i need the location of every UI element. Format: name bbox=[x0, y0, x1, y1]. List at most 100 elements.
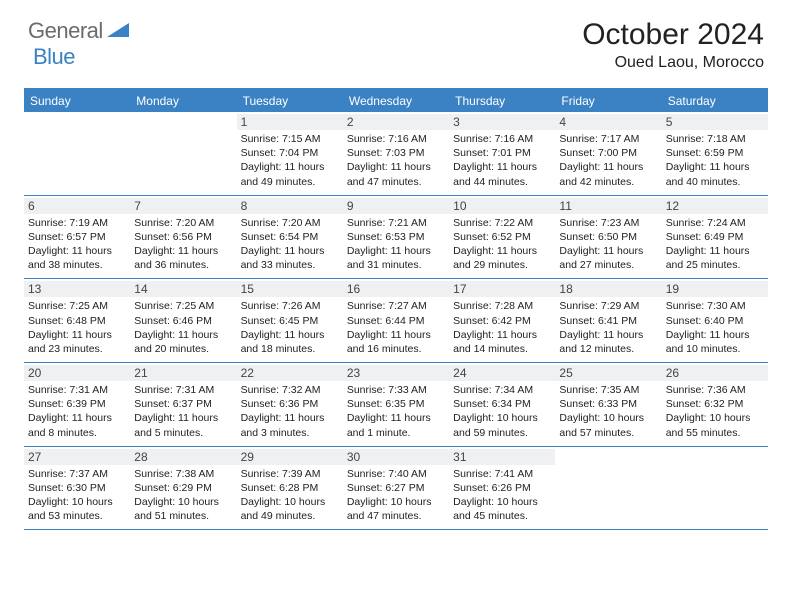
sunrise-label: Sunrise: 7:31 AM bbox=[28, 383, 126, 397]
day-cell: 2Sunrise: 7:16 AMSunset: 7:03 PMDaylight… bbox=[343, 112, 449, 195]
day-info: Sunrise: 7:25 AMSunset: 6:46 PMDaylight:… bbox=[134, 299, 232, 356]
day-number bbox=[24, 114, 130, 116]
day-number: 15 bbox=[237, 281, 343, 297]
day-info: Sunrise: 7:18 AMSunset: 6:59 PMDaylight:… bbox=[666, 132, 764, 189]
day-info: Sunrise: 7:35 AMSunset: 6:33 PMDaylight:… bbox=[559, 383, 657, 440]
day-number bbox=[555, 449, 661, 451]
day-number: 7 bbox=[130, 198, 236, 214]
sunset-label: Sunset: 6:36 PM bbox=[241, 397, 339, 411]
day-cell: 19Sunrise: 7:30 AMSunset: 6:40 PMDayligh… bbox=[662, 279, 768, 362]
day-cell: 20Sunrise: 7:31 AMSunset: 6:39 PMDayligh… bbox=[24, 363, 130, 446]
sunrise-label: Sunrise: 7:35 AM bbox=[559, 383, 657, 397]
day-number bbox=[662, 449, 768, 451]
sunrise-label: Sunrise: 7:29 AM bbox=[559, 299, 657, 313]
sunrise-label: Sunrise: 7:41 AM bbox=[453, 467, 551, 481]
daylight-label: Daylight: 11 hours and 14 minutes. bbox=[453, 328, 551, 356]
day-cell: 5 Sunrise: 7:18 AMSunset: 6:59 PMDaylight… bbox=[662, 112, 768, 195]
day-info: Sunrise: 7:27 AMSunset: 6:44 PMDaylight:… bbox=[347, 299, 445, 356]
calendar: Sunday Monday Tuesday Wednesday Thursday… bbox=[24, 88, 768, 530]
sunset-label: Sunset: 6:35 PM bbox=[347, 397, 445, 411]
day-info: Sunrise: 7:24 AMSunset: 6:49 PMDaylight:… bbox=[666, 216, 764, 273]
day-cell: 9Sunrise: 7:21 AMSunset: 6:53 PMDaylight… bbox=[343, 196, 449, 279]
sunrise-label: Sunrise: 7:17 AM bbox=[559, 132, 657, 146]
daylight-label: Daylight: 11 hours and 44 minutes. bbox=[453, 160, 551, 188]
week-row: 6Sunrise: 7:19 AMSunset: 6:57 PMDaylight… bbox=[24, 196, 768, 280]
sunrise-label: Sunrise: 7:36 AM bbox=[666, 383, 764, 397]
day-info: Sunrise: 7:37 AMSunset: 6:30 PMDaylight:… bbox=[28, 467, 126, 524]
sunset-label: Sunset: 6:44 PM bbox=[347, 314, 445, 328]
logo-text-general: General bbox=[28, 18, 103, 44]
sunrise-label: Sunrise: 7:16 AM bbox=[453, 132, 551, 146]
day-number: 9 bbox=[343, 198, 449, 214]
page-header: General October 2024 Oued Laou, Morocco bbox=[0, 0, 792, 80]
daylight-label: Daylight: 11 hours and 20 minutes. bbox=[134, 328, 232, 356]
sunrise-label: Sunrise: 7:16 AM bbox=[347, 132, 445, 146]
day-info: Sunrise: 7:39 AMSunset: 6:28 PMDaylight:… bbox=[241, 467, 339, 524]
sunset-label: Sunset: 7:01 PM bbox=[453, 146, 551, 160]
sunrise-label: Sunrise: 7:31 AM bbox=[134, 383, 232, 397]
day-number: 19 bbox=[662, 281, 768, 297]
day-cell: 14Sunrise: 7:25 AMSunset: 6:46 PMDayligh… bbox=[130, 279, 236, 362]
sunset-label: Sunset: 7:04 PM bbox=[241, 146, 339, 160]
sunset-label: Sunset: 6:56 PM bbox=[134, 230, 232, 244]
day-number: 4 bbox=[555, 114, 661, 130]
day-cell: 3Sunrise: 7:16 AMSunset: 7:01 PMDaylight… bbox=[449, 112, 555, 195]
daylight-label: Daylight: 11 hours and 47 minutes. bbox=[347, 160, 445, 188]
daylight-label: Daylight: 11 hours and 31 minutes. bbox=[347, 244, 445, 272]
sunrise-label: Sunrise: 7:25 AM bbox=[28, 299, 126, 313]
sunrise-label: Sunrise: 7:27 AM bbox=[347, 299, 445, 313]
sunset-label: Sunset: 7:00 PM bbox=[559, 146, 657, 160]
day-cell: 11Sunrise: 7:23 AMSunset: 6:50 PMDayligh… bbox=[555, 196, 661, 279]
day-cell: 15Sunrise: 7:26 AMSunset: 6:45 PMDayligh… bbox=[237, 279, 343, 362]
sunset-label: Sunset: 6:54 PM bbox=[241, 230, 339, 244]
daylight-label: Daylight: 10 hours and 45 minutes. bbox=[453, 495, 551, 523]
month-title: October 2024 bbox=[582, 18, 764, 52]
sunrise-label: Sunrise: 7:18 AM bbox=[666, 132, 764, 146]
day-cell: 29Sunrise: 7:39 AMSunset: 6:28 PMDayligh… bbox=[237, 447, 343, 530]
sunset-label: Sunset: 6:59 PM bbox=[666, 146, 764, 160]
sunset-label: Sunset: 6:39 PM bbox=[28, 397, 126, 411]
sunset-label: Sunset: 6:42 PM bbox=[453, 314, 551, 328]
dow-row: Sunday Monday Tuesday Wednesday Thursday… bbox=[24, 90, 768, 112]
day-number: 17 bbox=[449, 281, 555, 297]
day-cell bbox=[130, 112, 236, 195]
day-number: 11 bbox=[555, 198, 661, 214]
day-number: 26 bbox=[662, 365, 768, 381]
day-number: 5 bbox=[662, 114, 768, 130]
sunset-label: Sunset: 6:41 PM bbox=[559, 314, 657, 328]
day-number: 27 bbox=[24, 449, 130, 465]
day-number: 8 bbox=[237, 198, 343, 214]
sunset-label: Sunset: 6:45 PM bbox=[241, 314, 339, 328]
daylight-label: Daylight: 11 hours and 12 minutes. bbox=[559, 328, 657, 356]
daylight-label: Daylight: 11 hours and 27 minutes. bbox=[559, 244, 657, 272]
sunrise-label: Sunrise: 7:34 AM bbox=[453, 383, 551, 397]
day-number: 24 bbox=[449, 365, 555, 381]
day-cell: 31Sunrise: 7:41 AMSunset: 6:26 PMDayligh… bbox=[449, 447, 555, 530]
day-cell: 8 Sunrise: 7:20 AMSunset: 6:54 PMDaylight… bbox=[237, 196, 343, 279]
daylight-label: Daylight: 11 hours and 16 minutes. bbox=[347, 328, 445, 356]
day-info: Sunrise: 7:28 AMSunset: 6:42 PMDaylight:… bbox=[453, 299, 551, 356]
sunrise-label: Sunrise: 7:32 AM bbox=[241, 383, 339, 397]
logo-text-blue: Blue bbox=[33, 44, 75, 69]
day-cell: 1Sunrise: 7:15 AMSunset: 7:04 PMDaylight… bbox=[237, 112, 343, 195]
sunset-label: Sunset: 6:37 PM bbox=[134, 397, 232, 411]
sunset-label: Sunset: 6:26 PM bbox=[453, 481, 551, 495]
daylight-label: Daylight: 10 hours and 59 minutes. bbox=[453, 411, 551, 439]
day-info: Sunrise: 7:40 AMSunset: 6:27 PMDaylight:… bbox=[347, 467, 445, 524]
day-info: Sunrise: 7:20 AMSunset: 6:54 PMDaylight:… bbox=[241, 216, 339, 273]
sunset-label: Sunset: 6:28 PM bbox=[241, 481, 339, 495]
logo: General bbox=[28, 18, 133, 44]
day-cell bbox=[662, 447, 768, 530]
sunrise-label: Sunrise: 7:15 AM bbox=[241, 132, 339, 146]
day-cell: 30Sunrise: 7:40 AMSunset: 6:27 PMDayligh… bbox=[343, 447, 449, 530]
sunrise-label: Sunrise: 7:19 AM bbox=[28, 216, 126, 230]
daylight-label: Daylight: 10 hours and 51 minutes. bbox=[134, 495, 232, 523]
day-info: Sunrise: 7:19 AMSunset: 6:57 PMDaylight:… bbox=[28, 216, 126, 273]
daylight-label: Daylight: 11 hours and 25 minutes. bbox=[666, 244, 764, 272]
day-cell: 16Sunrise: 7:27 AMSunset: 6:44 PMDayligh… bbox=[343, 279, 449, 362]
day-info: Sunrise: 7:16 AMSunset: 7:03 PMDaylight:… bbox=[347, 132, 445, 189]
sunset-label: Sunset: 6:32 PM bbox=[666, 397, 764, 411]
dow-monday: Monday bbox=[130, 90, 236, 112]
day-cell: 26Sunrise: 7:36 AMSunset: 6:32 PMDayligh… bbox=[662, 363, 768, 446]
day-cell: 4Sunrise: 7:17 AMSunset: 7:00 PMDaylight… bbox=[555, 112, 661, 195]
